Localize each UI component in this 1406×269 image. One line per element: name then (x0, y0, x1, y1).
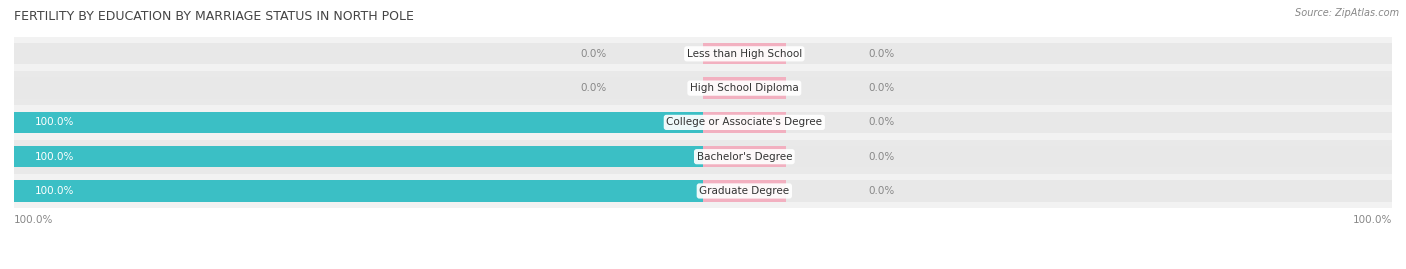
Bar (14, 112, 703, 133)
Text: 100.0%: 100.0% (35, 186, 75, 196)
Text: 100.0%: 100.0% (1353, 215, 1392, 225)
Text: 0.0%: 0.0% (869, 117, 894, 128)
Bar (703, 112, 786, 133)
Bar (703, 43, 786, 65)
Text: 0.0%: 0.0% (581, 83, 606, 93)
Text: Bachelor's Degree: Bachelor's Degree (696, 152, 792, 162)
Bar (14, 174, 1392, 208)
Bar (703, 77, 786, 99)
Bar (14, 180, 1392, 201)
Text: 100.0%: 100.0% (35, 152, 75, 162)
Bar (14, 180, 703, 201)
Bar (14, 105, 1392, 140)
Text: 0.0%: 0.0% (869, 152, 894, 162)
Text: Less than High School: Less than High School (686, 49, 801, 59)
Bar (14, 71, 1392, 105)
Bar (14, 77, 1392, 99)
Bar (14, 43, 1392, 65)
Text: College or Associate's Degree: College or Associate's Degree (666, 117, 823, 128)
Bar (14, 140, 1392, 174)
Bar (703, 180, 786, 201)
Bar (703, 146, 786, 167)
Bar (14, 37, 1392, 71)
Text: FERTILITY BY EDUCATION BY MARRIAGE STATUS IN NORTH POLE: FERTILITY BY EDUCATION BY MARRIAGE STATU… (14, 10, 413, 23)
Text: 100.0%: 100.0% (14, 215, 53, 225)
Text: 0.0%: 0.0% (581, 49, 606, 59)
Text: Source: ZipAtlas.com: Source: ZipAtlas.com (1295, 8, 1399, 18)
Bar (14, 146, 703, 167)
Text: 0.0%: 0.0% (869, 186, 894, 196)
Text: 0.0%: 0.0% (869, 83, 894, 93)
Text: 100.0%: 100.0% (35, 117, 75, 128)
Text: 0.0%: 0.0% (869, 49, 894, 59)
Bar (14, 112, 1392, 133)
Bar (14, 146, 1392, 167)
Text: Graduate Degree: Graduate Degree (699, 186, 789, 196)
Text: High School Diploma: High School Diploma (690, 83, 799, 93)
